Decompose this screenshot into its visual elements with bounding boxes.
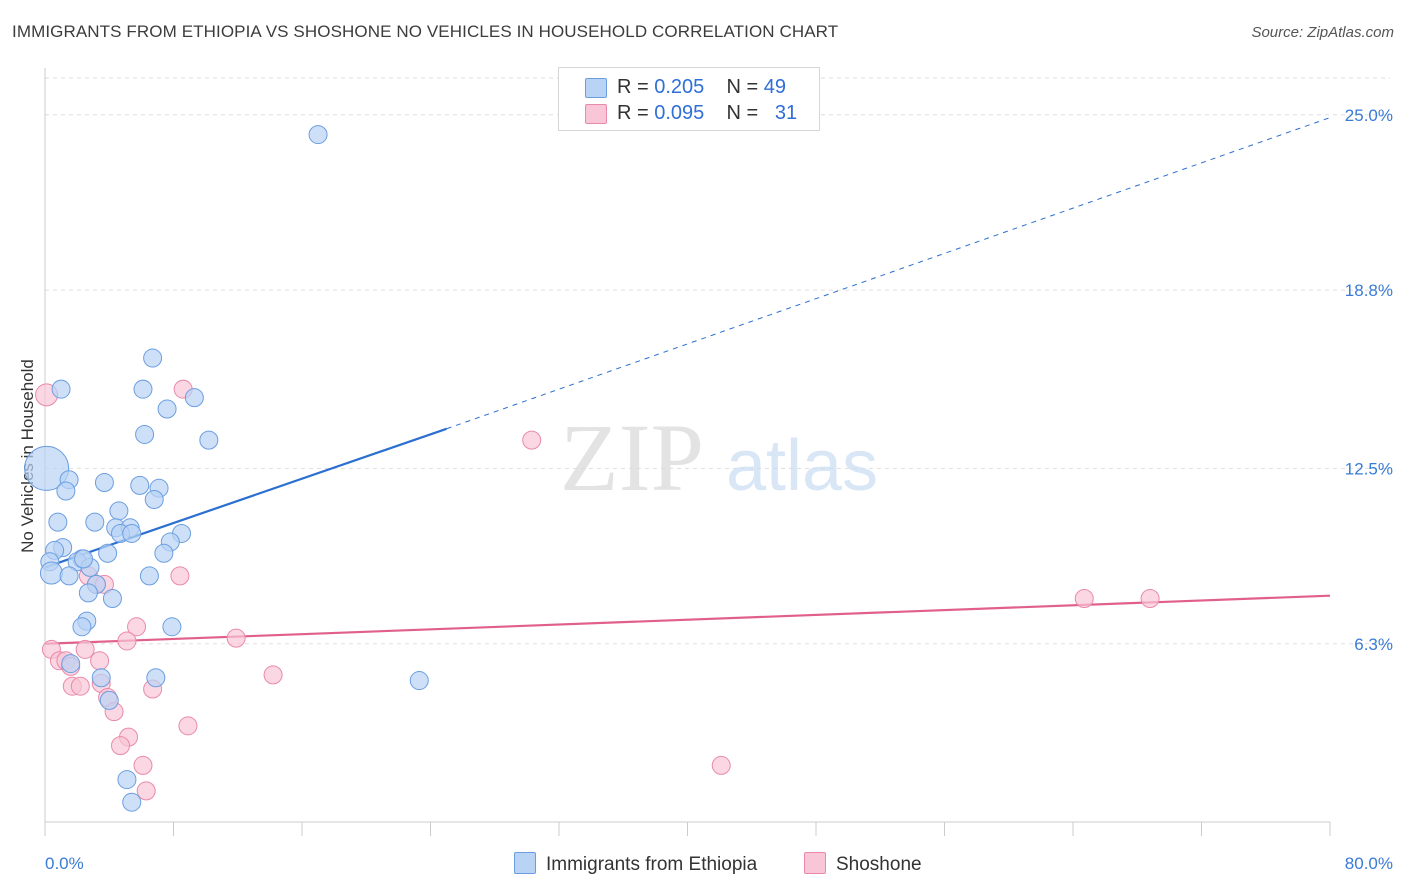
bottom-legend-label: Immigrants from Ethiopia xyxy=(546,854,758,875)
chart-title: IMMIGRANTS FROM ETHIOPIA VS SHOSHONE NO … xyxy=(12,22,839,41)
bottom-legend-swatch-pink xyxy=(804,852,826,874)
ethiopia-point xyxy=(56,481,76,501)
ethiopia-point xyxy=(162,617,182,637)
shoshone-trend-line xyxy=(44,594,1331,645)
y-tick-label: 6.3% xyxy=(1354,635,1393,654)
legend-r-value: 0.095 xyxy=(654,102,705,124)
x-tick-label-min: 0.0% xyxy=(45,854,84,873)
ethiopia-point xyxy=(48,512,68,532)
ethiopia-point xyxy=(24,445,70,491)
ethiopia-point xyxy=(409,671,429,691)
ethiopia-point xyxy=(39,561,63,585)
shoshone-point xyxy=(90,651,110,671)
shoshone-point xyxy=(70,676,90,696)
legend-n-value: 31 xyxy=(774,102,798,124)
ethiopia-point xyxy=(51,379,71,399)
bottom-legend-swatch-blue xyxy=(514,852,536,874)
y-tick-label: 12.5% xyxy=(1345,459,1393,478)
ethiopia-point xyxy=(122,523,142,543)
shoshone-point xyxy=(178,716,198,736)
shoshone-point xyxy=(170,566,190,586)
legend-n-label: N = xyxy=(726,76,764,98)
bottom-legend-ethiopia: Immigrants from Ethiopia xyxy=(514,852,757,876)
ethiopia-point xyxy=(139,566,159,586)
ethiopia-point xyxy=(85,512,105,532)
ethiopia-point xyxy=(130,475,150,495)
ethiopia-point xyxy=(91,668,111,688)
ethiopia-trend-extension xyxy=(446,117,1331,430)
ethiopia-point xyxy=(199,430,219,450)
shoshone-point xyxy=(110,736,130,756)
ethiopia-trend-line xyxy=(44,427,447,569)
x-tick-label-max: 80.0% xyxy=(1345,854,1393,873)
ethiopia-point xyxy=(135,424,155,444)
ethiopia-point xyxy=(109,501,129,521)
ethiopia-point xyxy=(99,690,119,710)
legend-n-value: 49 xyxy=(763,76,787,98)
shoshone-point xyxy=(226,628,246,648)
ethiopia-point xyxy=(117,770,137,790)
shoshone-point xyxy=(127,617,147,637)
ethiopia-point xyxy=(143,348,163,368)
ethiopia-point xyxy=(184,388,204,408)
shoshone-point xyxy=(75,639,95,659)
ethiopia-point xyxy=(98,543,118,563)
shoshone-point xyxy=(522,430,542,450)
ethiopia-point xyxy=(78,583,98,603)
ethiopia-point xyxy=(122,792,142,812)
shoshone-point xyxy=(136,781,156,801)
ethiopia-point xyxy=(59,566,79,586)
ethiopia-point xyxy=(133,379,153,399)
ethiopia-point xyxy=(146,668,166,688)
y-tick-label: 18.8% xyxy=(1345,281,1393,300)
legend-r-label: R = xyxy=(617,102,655,124)
ethiopia-point xyxy=(157,399,177,419)
ethiopia-point xyxy=(72,617,92,637)
ethiopia-point xyxy=(74,549,94,569)
ethiopia-point xyxy=(94,473,114,493)
legend-r-label: R = xyxy=(617,76,655,98)
legend-swatch-pink xyxy=(585,104,607,124)
watermark-atlas: atlas xyxy=(726,426,878,506)
ethiopia-point xyxy=(61,654,81,674)
ethiopia-point xyxy=(102,589,122,609)
shoshone-point xyxy=(1140,589,1160,609)
shoshone-point xyxy=(263,665,283,685)
watermark-zip: ZIP xyxy=(560,404,704,511)
shoshone-point xyxy=(711,755,731,775)
shoshone-point xyxy=(1074,589,1094,609)
ethiopia-point xyxy=(308,125,328,145)
shoshone-point xyxy=(133,755,153,775)
bottom-legend-label: Shoshone xyxy=(836,854,922,875)
y-tick-label: 25.0% xyxy=(1345,106,1393,125)
shoshone-point xyxy=(117,631,137,651)
legend-n-label: N = xyxy=(726,102,764,124)
source-label: Source: ZipAtlas.com xyxy=(1251,24,1394,41)
ethiopia-point xyxy=(144,490,164,510)
legend-r-value: 0.205 xyxy=(654,76,705,98)
legend-swatch-blue xyxy=(585,78,607,98)
bottom-legend-shoshone: Shoshone xyxy=(804,852,922,876)
ethiopia-point xyxy=(154,543,174,563)
correlation-legend: R = 0.205 N = 49 R = 0.095 N = 31 xyxy=(558,67,820,131)
